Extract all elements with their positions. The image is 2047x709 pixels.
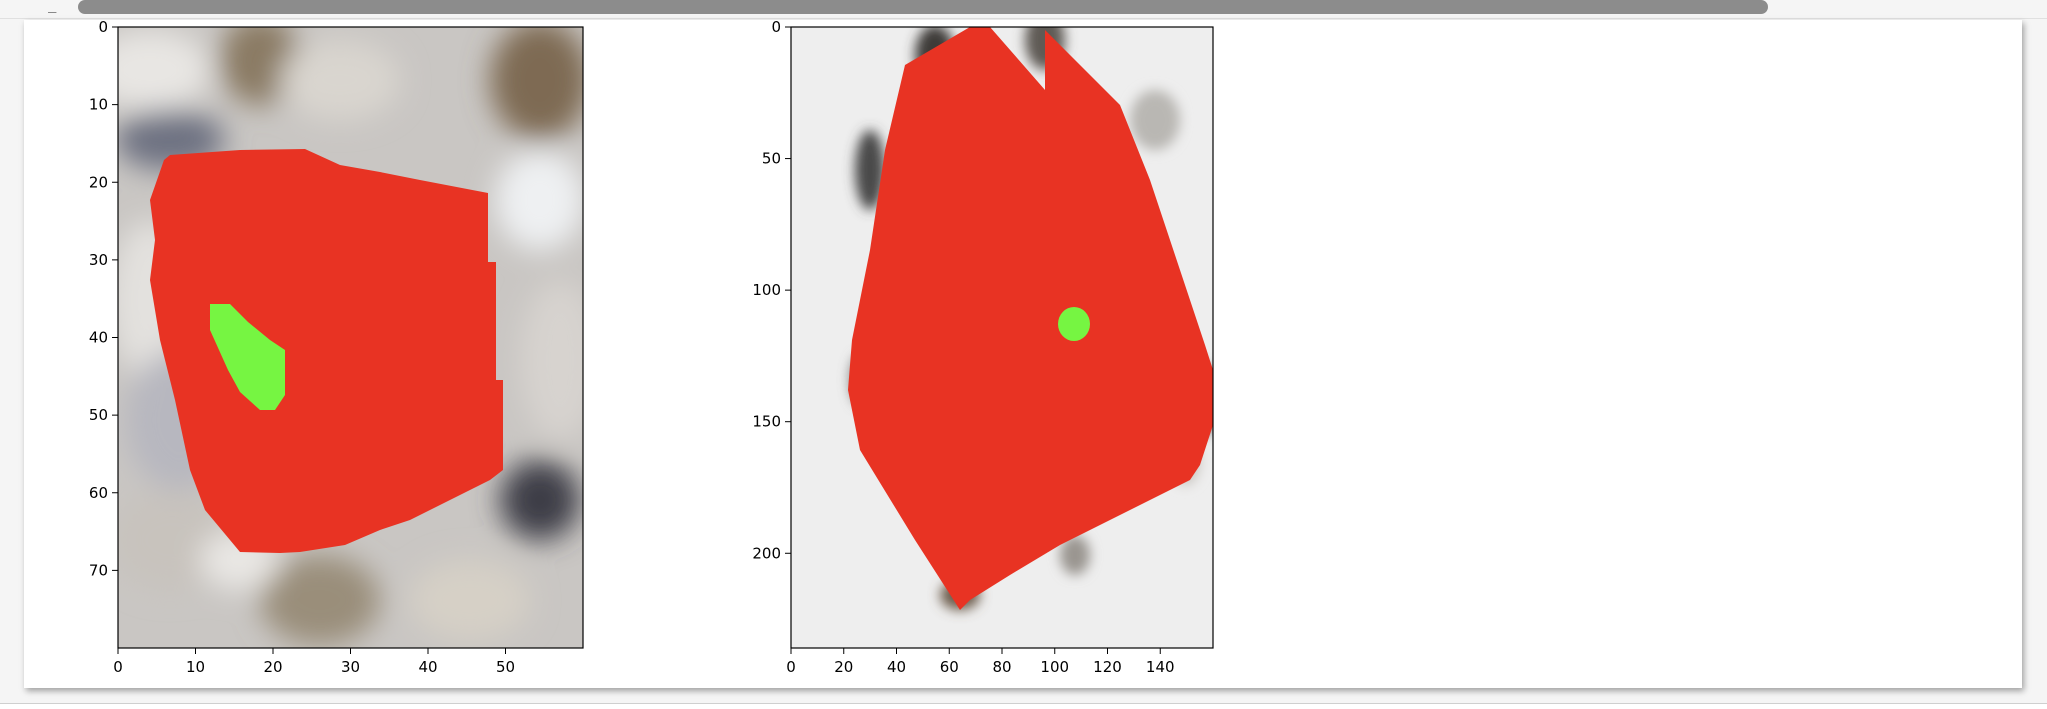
x-tick-label: 40	[887, 658, 906, 676]
right-y-ticks: 0 50 100 150 200	[752, 18, 791, 562]
left-x-ticks: 0 10 20 30 40 50	[113, 648, 515, 676]
y-tick-label: 0	[98, 20, 108, 36]
x-tick-label: 20	[263, 658, 282, 676]
x-tick-label: 0	[786, 658, 796, 676]
x-tick-label: 140	[1146, 658, 1175, 676]
y-tick-label: 10	[89, 96, 108, 114]
y-tick-label: 30	[89, 251, 108, 269]
right-green-dot	[1058, 307, 1090, 341]
output-cell: 0 10 20 30 40 50 60 70 0 10 20 30 40 50	[24, 18, 2022, 688]
y-tick-label: 0	[771, 20, 781, 36]
y-tick-label: 40	[89, 329, 108, 347]
x-tick-label: 10	[186, 658, 205, 676]
left-red-region	[150, 149, 503, 553]
right-red-region	[848, 27, 1213, 610]
next-cell-border	[0, 703, 2047, 709]
x-tick-label: 100	[1040, 658, 1069, 676]
x-tick-label: 30	[341, 658, 360, 676]
horizontal-scrollbar-thumb[interactable]	[78, 0, 1768, 14]
right-x-ticks: 0 20 40 60 80 100 120 140	[786, 648, 1175, 676]
y-tick-label: 60	[89, 484, 108, 502]
x-tick-label: 120	[1093, 658, 1122, 676]
figure-canvas: 0 10 20 30 40 50 60 70 0 10 20 30 40 50	[89, 18, 1214, 676]
y-tick-label: 150	[752, 413, 781, 431]
y-tick-label: 50	[762, 150, 781, 168]
left-green-blob	[210, 304, 285, 410]
right-subplot: 0 50 100 150 200 0 20 40 60 80 100 120 140	[752, 18, 1214, 676]
y-tick-label: 70	[89, 561, 108, 579]
y-tick-label: 50	[89, 406, 108, 424]
x-tick-label: 60	[940, 658, 959, 676]
y-tick-label: 100	[752, 281, 781, 299]
x-tick-label: 40	[418, 658, 437, 676]
y-tick-label: 200	[752, 544, 781, 562]
left-background-photo	[118, 27, 583, 648]
x-tick-label: 50	[496, 658, 515, 676]
x-tick-label: 80	[992, 658, 1011, 676]
y-tick-label: 20	[89, 173, 108, 191]
x-tick-label: 20	[834, 658, 853, 676]
x-tick-label: 0	[113, 658, 123, 676]
left-y-ticks: 0 10 20 30 40 50 60 70	[89, 18, 118, 579]
right-background-photo	[791, 27, 1213, 648]
left-subplot: 0 10 20 30 40 50 60 70 0 10 20 30 40 50	[89, 18, 584, 676]
code-leading-glyph: _	[48, 0, 57, 13]
code-cell-tail: _	[0, 0, 2047, 19]
